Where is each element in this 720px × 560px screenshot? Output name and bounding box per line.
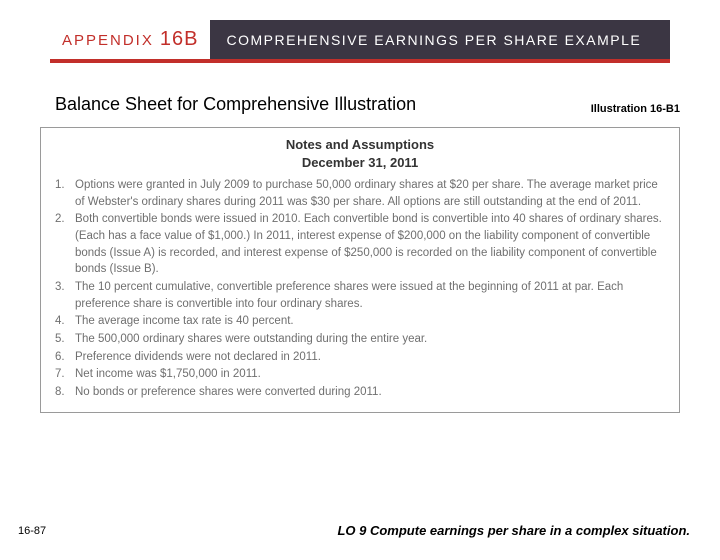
illustration-reference: Illustration 16-B1 [591, 103, 680, 115]
notes-heading-line1: Notes and Assumptions [55, 136, 665, 154]
list-item: Options were granted in July 2009 to pur… [55, 177, 665, 210]
slide-number: 16-87 [18, 525, 46, 537]
appendix-box: APPENDIX 16B [50, 20, 210, 59]
list-item: The 500,000 ordinary shares were outstan… [55, 331, 665, 348]
appendix-label: APPENDIX [62, 32, 154, 49]
learning-objective: LO 9 Compute earnings per share in a com… [337, 523, 690, 538]
accent-line [50, 59, 670, 63]
appendix-number: 16B [160, 28, 199, 51]
list-item: Preference dividends were not declared i… [55, 349, 665, 366]
list-item: The average income tax rate is 40 percen… [55, 313, 665, 330]
list-item: Net income was $1,750,000 in 2011. [55, 366, 665, 383]
notes-list: Options were granted in July 2009 to pur… [55, 177, 665, 401]
subtitle-row: Balance Sheet for Comprehensive Illustra… [55, 85, 680, 115]
footer-row: 16-87 LO 9 Compute earnings per share in… [0, 523, 720, 538]
page-subtitle: Balance Sheet for Comprehensive Illustra… [55, 94, 416, 115]
notes-heading-line2: December 31, 2011 [55, 154, 665, 172]
list-item: The 10 percent cumulative, convertible p… [55, 279, 665, 312]
notes-heading: Notes and Assumptions December 31, 2011 [55, 136, 665, 171]
header-title: COMPREHENSIVE EARNINGS PER SHARE EXAMPLE [210, 20, 670, 59]
notes-box: Notes and Assumptions December 31, 2011 … [40, 127, 680, 413]
header-bar: APPENDIX 16B COMPREHENSIVE EARNINGS PER … [50, 20, 670, 59]
list-item: No bonds or preference shares were conve… [55, 384, 665, 401]
list-item: Both convertible bonds were issued in 20… [55, 211, 665, 278]
